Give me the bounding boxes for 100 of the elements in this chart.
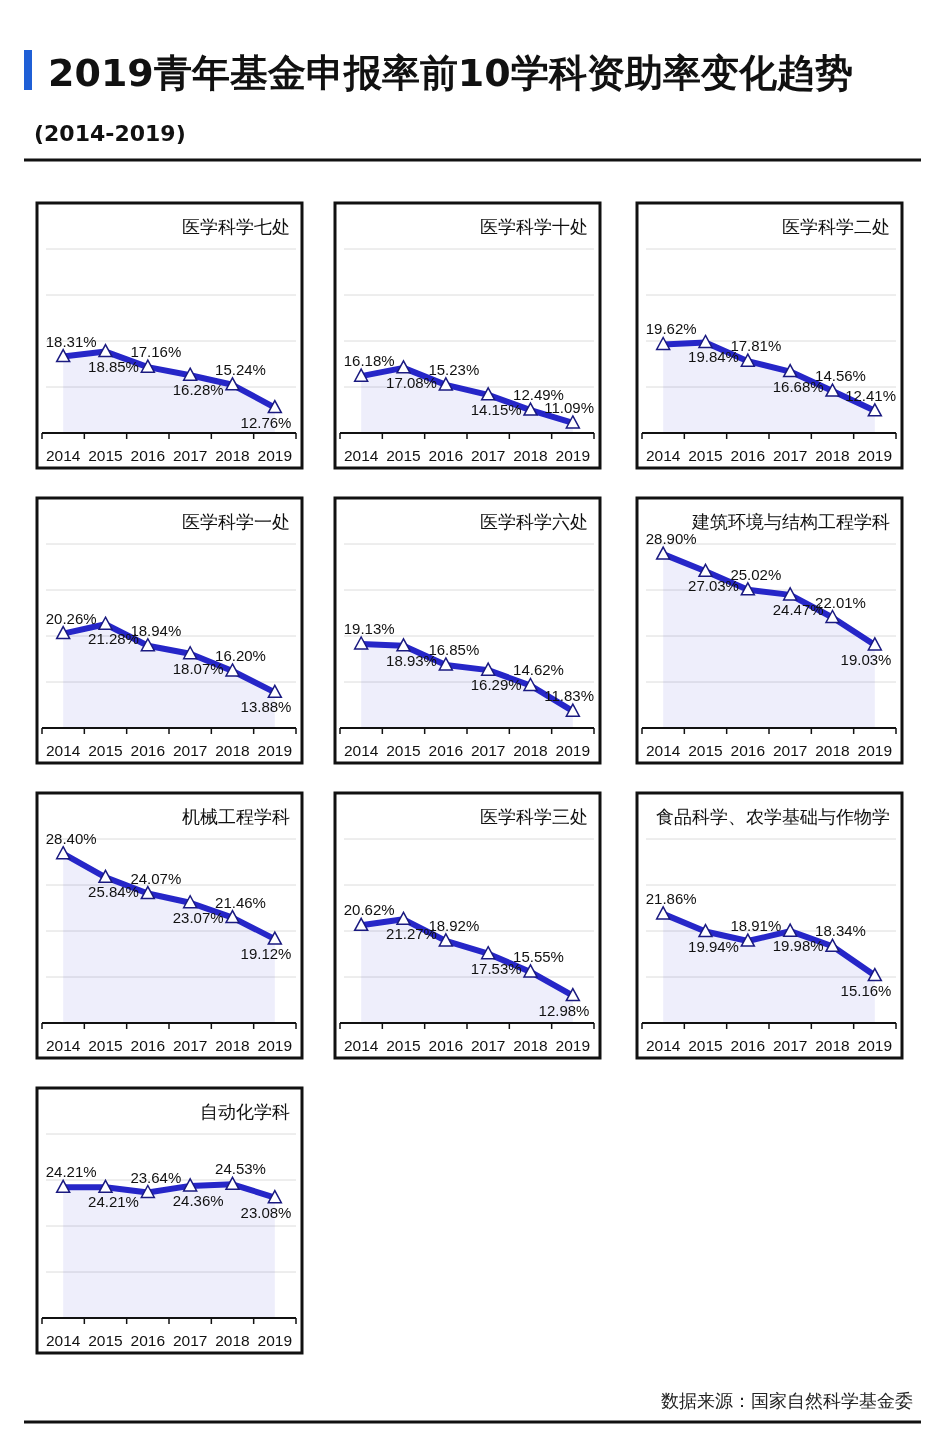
data-label: 23.08%: [240, 1203, 292, 1221]
x-tick-label: 2019: [257, 447, 293, 464]
x-tick-label: 2018: [215, 1037, 250, 1054]
x-tick-label: 2017: [172, 447, 208, 464]
x-tick-label: 2017: [470, 1037, 506, 1054]
x-tick-label: 2014: [45, 447, 81, 464]
data-label: 15.24%: [215, 360, 266, 378]
data-label: 16.29%: [470, 676, 522, 694]
text: 食品科学、农学基础与作物学: [656, 806, 890, 827]
x-tick-label: 2018: [513, 447, 548, 464]
text: 自动化学科: [200, 1101, 290, 1122]
x-tick-label: 2016: [428, 447, 464, 464]
text: 医学科学一处: [182, 511, 290, 532]
data-label: 19.62%: [645, 320, 697, 338]
x-tick-label: 2016: [130, 447, 166, 464]
data-label: 28.90%: [645, 530, 697, 548]
x-tick-label: 2019: [857, 447, 893, 464]
data-label: 16.18%: [343, 352, 395, 370]
x-tick-label: 2014: [343, 1037, 379, 1054]
x-tick-label: 2019: [257, 1332, 293, 1349]
data-label: 18.31%: [45, 332, 97, 350]
x-tick-label: 2014: [645, 742, 681, 759]
x-tick-label: 2017: [470, 742, 506, 759]
x-tick-label: 2018: [215, 1332, 250, 1349]
text: 2019青年基金申报率前10学科资助率变化趋势: [48, 51, 853, 95]
x-tick-label: 2016: [130, 742, 166, 759]
data-label: 16.28%: [172, 381, 224, 399]
data-label: 14.62%: [513, 661, 564, 679]
x-tick-label: 2019: [257, 742, 293, 759]
x-tick-label: 2019: [555, 1037, 591, 1054]
x-tick-label: 2015: [688, 742, 723, 759]
x-tick-label: 2014: [45, 742, 81, 759]
data-label: 19.03%: [840, 650, 892, 668]
x-tick-label: 2016: [730, 1037, 766, 1054]
data-label: 15.23%: [428, 360, 480, 378]
data-label: 20.26%: [45, 609, 97, 627]
x-tick-label: 2018: [815, 742, 850, 759]
text: (2014-2019): [34, 121, 186, 146]
x-tick-label: 2018: [513, 1037, 548, 1054]
data-label: 19.94%: [688, 937, 739, 955]
data-label: 19.13%: [343, 620, 395, 637]
data-label: 23.64%: [130, 1168, 182, 1186]
x-tick-label: 2016: [730, 742, 766, 759]
x-tick-label: 2017: [772, 1037, 808, 1054]
data-label: 19.98%: [772, 937, 824, 955]
x-tick-label: 2016: [428, 1037, 464, 1054]
x-tick-label: 2017: [772, 742, 808, 759]
data-label: 21.46%: [215, 893, 266, 911]
data-label: 21.86%: [645, 889, 697, 907]
x-tick-label: 2018: [513, 742, 548, 759]
text: 建筑环境与结构工程学科: [691, 511, 890, 532]
x-tick-label: 2016: [428, 742, 464, 759]
x-tick-label: 2018: [215, 447, 250, 464]
text: 医学科学六处: [480, 511, 588, 532]
x-tick-label: 2018: [815, 447, 850, 464]
x-tick-label: 2015: [688, 447, 723, 464]
x-tick-label: 2017: [470, 447, 506, 464]
x-tick-label: 2019: [257, 1037, 293, 1054]
x-tick-label: 2014: [343, 742, 379, 759]
data-label: 19.12%: [240, 945, 292, 963]
data-label: 12.76%: [240, 413, 292, 431]
data-label: 24.21%: [88, 1193, 139, 1211]
data-label: 24.53%: [215, 1160, 266, 1178]
x-tick-label: 2014: [645, 1037, 681, 1054]
x-tick-label: 2019: [555, 447, 591, 464]
x-tick-label: 2017: [172, 1332, 208, 1349]
x-tick-label: 2016: [130, 1332, 166, 1349]
data-label: 12.41%: [845, 386, 896, 404]
text: 医学科学二处: [782, 216, 890, 237]
x-tick-label: 2015: [88, 1037, 123, 1054]
x-tick-label: 2018: [815, 1037, 850, 1054]
x-tick-label: 2017: [172, 1037, 208, 1054]
x-tick-label: 2014: [45, 1037, 81, 1054]
x-tick-label: 2014: [343, 447, 379, 464]
text: 机械工程学科: [182, 806, 290, 827]
data-label: 20.62%: [343, 901, 395, 919]
data-label: 18.34%: [815, 922, 866, 940]
x-tick-label: 2019: [555, 742, 591, 759]
x-tick-label: 2017: [772, 447, 808, 464]
data-label: 18.91%: [730, 917, 782, 935]
x-tick-label: 2015: [386, 447, 421, 464]
text: 医学科学十处: [480, 216, 588, 237]
x-tick-label: 2015: [88, 447, 123, 464]
x-tick-label: 2014: [45, 1332, 81, 1349]
x-tick-label: 2018: [215, 742, 250, 759]
x-tick-label: 2015: [88, 1332, 123, 1349]
data-label: 15.16%: [840, 981, 892, 999]
x-tick-label: 2017: [172, 742, 208, 759]
x-tick-label: 2016: [130, 1037, 166, 1054]
source-note: 数据来源：国家自然科学基金委: [661, 1390, 913, 1411]
text: 医学科学三处: [480, 806, 588, 827]
x-tick-label: 2016: [730, 447, 766, 464]
x-tick-label: 2015: [386, 742, 421, 759]
x-tick-label: 2014: [645, 447, 681, 464]
x-tick-label: 2019: [857, 1037, 893, 1054]
text: 医学科学七处: [182, 216, 290, 237]
data-label: 23.07%: [172, 908, 224, 926]
x-tick-label: 2015: [88, 742, 123, 759]
data-label: 24.21%: [45, 1163, 97, 1181]
x-tick-label: 2015: [688, 1037, 723, 1054]
